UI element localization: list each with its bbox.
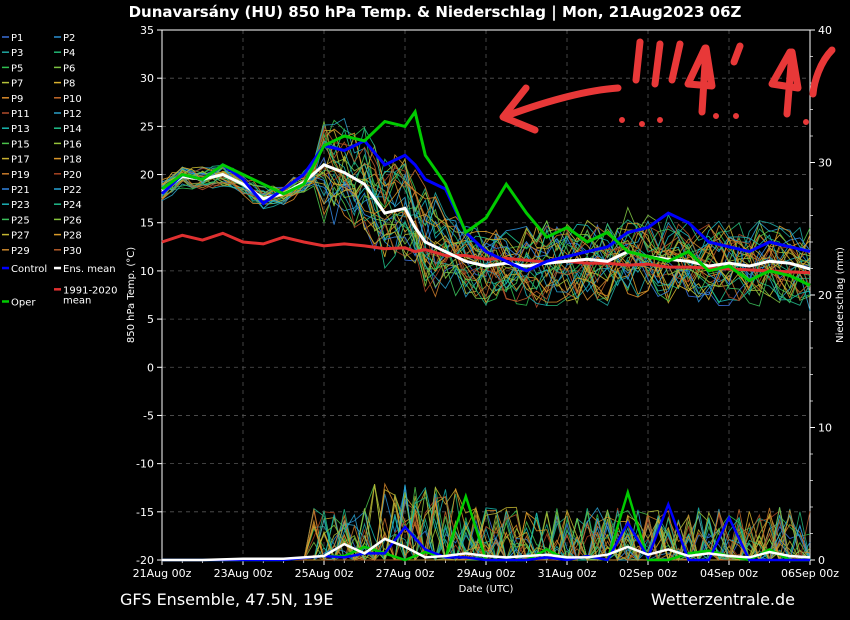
legend-label: Ens. mean	[63, 264, 116, 275]
legend-label: Oper	[11, 297, 36, 308]
legend-label: P5	[11, 63, 23, 74]
y-tick-label: -20	[136, 554, 154, 567]
legend-label: 1991-2020 mean	[63, 285, 118, 306]
legend-label: P24	[63, 200, 82, 211]
legend-label: P16	[63, 139, 82, 150]
y-tick-label: 35	[140, 24, 154, 37]
legend-label: P6	[63, 63, 75, 74]
legend-label: P30	[63, 246, 82, 257]
legend: P1 P2 P3 P4 P5 P6 P7 P8 P9 P10 P11 P12 P13 P14 P15 P16 P…	[2, 33, 118, 308]
legend-label: P23	[11, 200, 30, 211]
x-tick-label: 04Sep 00z	[700, 567, 758, 580]
chart-title: Dunavarsány (HU) 850 hPa Temp. & Nieders…	[129, 3, 742, 22]
legend-label: P26	[63, 215, 82, 226]
legend-label: P25	[11, 215, 30, 226]
1991-2020-mean-line	[161, 231, 811, 275]
red-arrow-annotation	[499, 38, 836, 134]
legend-label: P11	[11, 109, 30, 120]
legend-label: P8	[63, 79, 75, 90]
legend-label: P10	[63, 94, 82, 105]
member-line	[161, 172, 811, 306]
y-axis-ticks: 35 30 25 20 15 10 5 0 -5 -10 -15 -20	[136, 24, 162, 567]
legend-label: P28	[63, 231, 82, 242]
x-tick-label: 27Aug 00z	[376, 567, 435, 580]
x-tick-label: 31Aug 00z	[538, 567, 597, 580]
member-line	[161, 171, 811, 304]
legend-label: P14	[63, 124, 82, 135]
y2-tick-label: 20	[818, 289, 832, 302]
x-tick-label: 21Aug 00z	[133, 567, 192, 580]
y-tick-label: 20	[140, 169, 154, 182]
ensemble-member-lines	[161, 117, 811, 311]
member-line	[161, 165, 811, 297]
footer-brand: Wetterzentrale.de	[651, 590, 795, 609]
y-tick-label: 0	[147, 361, 154, 374]
y-tick-label: -15	[136, 506, 154, 519]
legend-label: P15	[11, 139, 30, 150]
y-tick-label: -10	[136, 458, 154, 471]
legend-label: P20	[63, 170, 82, 181]
y2-axis-ticks: 40 30 20 10 0	[810, 24, 832, 567]
x-axis-ticks: 21Aug 00z 23Aug 00z 25Aug 00z 27Aug 00z 29Au…	[133, 560, 839, 580]
footer-source: GFS Ensemble, 47.5N, 19E	[120, 590, 333, 609]
member-line	[161, 163, 811, 293]
y-tick-label: 25	[140, 120, 154, 133]
grid-lines	[162, 30, 810, 560]
control-line	[160, 138, 811, 273]
x-tick-label: 23Aug 00z	[214, 567, 273, 580]
y2-tick-label: 10	[818, 422, 832, 435]
y-tick-label: 5	[147, 313, 154, 326]
legend-label: P22	[63, 185, 82, 196]
x-tick-label: 29Aug 00z	[457, 567, 516, 580]
x-tick-label: 02Sep 00z	[619, 567, 677, 580]
legend-label: P29	[11, 246, 30, 257]
y-axis-label: 850 hPa Temp. (°C)	[126, 247, 137, 343]
legend-label: P7	[11, 79, 23, 90]
y-tick-label: 10	[140, 265, 154, 278]
legend-label: P21	[11, 185, 30, 196]
legend-label: P13	[11, 124, 30, 135]
y2-tick-label: 0	[818, 554, 825, 567]
highlighted-series	[160, 108, 811, 287]
x-axis-label: Date (UTC)	[459, 584, 514, 595]
legend-label: P18	[63, 155, 82, 166]
legend-label: P9	[11, 94, 23, 105]
member-line	[161, 158, 811, 307]
legend-label: P12	[63, 109, 82, 120]
control-precip-line	[162, 500, 810, 562]
legend-label: P17	[11, 155, 30, 166]
legend-label: P1	[11, 33, 23, 44]
legend-label: P3	[11, 48, 23, 59]
y2-tick-label: 40	[818, 24, 832, 37]
x-tick-label: 25Aug 00z	[295, 567, 354, 580]
y-tick-label: 15	[140, 217, 154, 230]
y-tick-label: 30	[140, 72, 154, 85]
legend-label: Control	[11, 264, 47, 275]
y2-axis-label: Niederschlag (mm)	[835, 247, 846, 343]
legend-label: P2	[63, 33, 75, 44]
oper-line	[161, 108, 811, 287]
x-tick-label: 06Sep 00z	[781, 567, 839, 580]
ens-mean-precip-line	[162, 537, 811, 562]
legend-label: P27	[11, 231, 30, 242]
y-tick-label: -5	[143, 409, 154, 422]
y2-tick-label: 30	[818, 157, 832, 170]
precipitation-lines	[162, 482, 811, 562]
legend-label: P4	[63, 48, 75, 59]
legend-label: P19	[11, 170, 30, 181]
